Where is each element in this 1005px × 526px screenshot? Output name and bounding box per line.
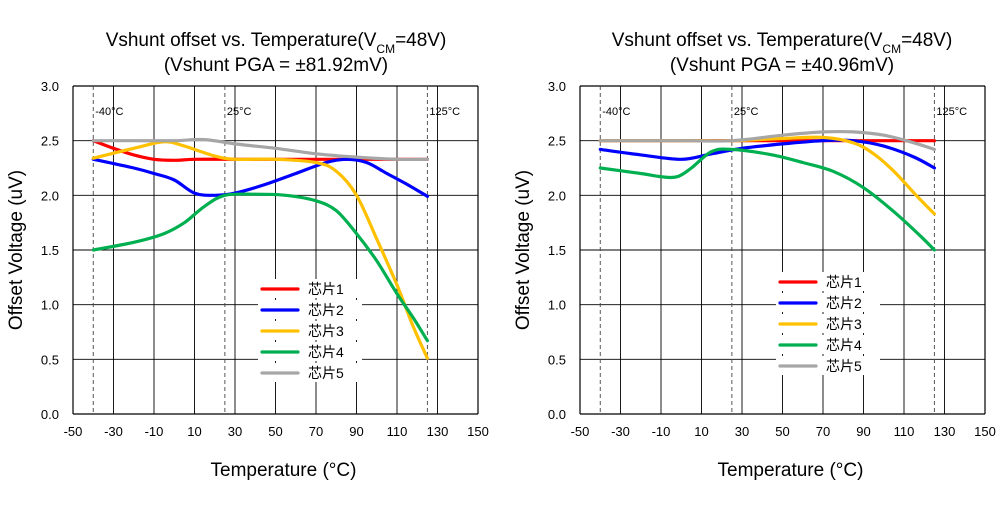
chart-2-xtick-label: 50 xyxy=(775,424,789,439)
chart-2-marker-label: 25°C xyxy=(734,106,759,118)
chart-1-xtick-label: -30 xyxy=(104,424,123,439)
chart-2-series-line-4 xyxy=(598,147,936,252)
chart-2-ytick-label: 1.5 xyxy=(548,243,566,258)
chart-2-legend-bg xyxy=(776,335,880,354)
chart-1-series-line-5 xyxy=(91,137,429,162)
chart-1-legend-bg xyxy=(258,342,362,361)
chart-2-xtick-label: -30 xyxy=(611,424,630,439)
chart-2-legend-bg xyxy=(776,272,880,291)
chart-1-xtick-label: -10 xyxy=(145,424,164,439)
chart-1-legend-bg xyxy=(258,279,362,298)
chart-2-ytick-label: 3.0 xyxy=(548,79,566,94)
chart-2-legend-label-4: 芯片4 xyxy=(826,337,862,353)
chart-2-ytick-label: 1.0 xyxy=(548,298,566,313)
chart-2-marker-label: -40°C xyxy=(602,106,630,118)
chart-2-ytick-label: 0.0 xyxy=(548,407,566,422)
chart-2-marker-label: 125°C xyxy=(936,106,967,118)
chart-2-ylabel: Offset Voltage (uV) xyxy=(513,170,534,330)
chart-1-marker-label: 25°C xyxy=(227,106,252,118)
chart-2-legend-bg xyxy=(776,293,880,312)
chart-1-xtick-label: 130 xyxy=(427,424,449,439)
chart-1-title: Vshunt offset vs. Temperature(VCM=48V) xyxy=(106,30,447,56)
chart-1-xtick-label: 30 xyxy=(228,424,242,439)
chart-1-marker-label: -40°C xyxy=(95,106,123,118)
chart-2-xtick-label: 110 xyxy=(894,424,915,439)
chart-1-xtick-label: 70 xyxy=(309,424,323,439)
chart-1-legend-bg xyxy=(258,321,362,340)
chart-2-title: Vshunt offset vs. Temperature(VCM=48V) xyxy=(612,30,953,56)
chart-2-xtick-label: 70 xyxy=(816,424,830,439)
chart-1-xtick-label: 150 xyxy=(467,424,489,439)
chart-1-ytick-label: 0.0 xyxy=(41,407,59,422)
chart-2-xtick-label: 90 xyxy=(856,424,870,439)
chart-2-ytick-label: 2.0 xyxy=(548,188,566,203)
chart-2-ytick-label: 2.5 xyxy=(548,134,566,149)
chart-1-ytick-label: 2.0 xyxy=(41,188,59,203)
chart-2: Vshunt offset vs. Temperature(VCM=48V)(V… xyxy=(513,30,996,481)
chart-1-legend-bg xyxy=(258,300,362,319)
chart-2-legend-label-1: 芯片1 xyxy=(826,274,862,290)
chart-2-xtick-label: 130 xyxy=(934,424,956,439)
chart-1-ytick-label: 1.5 xyxy=(41,243,59,258)
chart-1-xtick-label: 50 xyxy=(268,424,282,439)
chart-2-ytick-label: 0.5 xyxy=(548,352,566,367)
chart-1-legend: 芯片1 芯片2 芯片3 芯片4 芯片5 xyxy=(258,279,362,382)
chart-1-legend-label-3: 芯片3 xyxy=(308,323,344,339)
chart-1-legend-label-4: 芯片4 xyxy=(308,344,344,360)
chart-1: Vshunt offset vs. Temperature(VCM=48V)(V… xyxy=(6,30,489,481)
chart-2-xtick-label: 150 xyxy=(974,424,996,439)
chart-1-ytick-label: 3.0 xyxy=(41,79,59,94)
chart-1-xtick-label: 110 xyxy=(387,424,408,439)
chart-1-legend-label-2: 芯片2 xyxy=(308,302,344,318)
chart-1-ytick-label: 1.0 xyxy=(41,298,59,313)
chart-1-series-line-2 xyxy=(91,157,429,198)
chart-2-xlabel: Temperature (°C) xyxy=(718,460,864,481)
chart-1-series-line-4 xyxy=(91,192,429,343)
chart-1-legend-label-1: 芯片1 xyxy=(308,281,344,297)
chart-2-xtick-label: -50 xyxy=(571,424,590,439)
chart-2-legend-bg xyxy=(776,314,880,333)
chart-2-legend-label-3: 芯片3 xyxy=(826,316,862,332)
chart-1-xtick-label: 90 xyxy=(349,424,363,439)
chart-2-legend-bg xyxy=(776,356,880,375)
chart-1-xtick-label: 10 xyxy=(187,424,201,439)
chart-2-subtitle: (Vshunt PGA = ±40.96mV) xyxy=(670,55,894,76)
chart-2-series-line-2 xyxy=(598,138,936,170)
chart-2-legend-label-5: 芯片5 xyxy=(826,358,862,374)
chart-1-ytick-label: 2.5 xyxy=(41,134,59,149)
chart-1-legend-label-5: 芯片5 xyxy=(308,365,344,381)
chart-1-xtick-label: -50 xyxy=(64,424,83,439)
chart-2-legend: 芯片1 芯片2 芯片3 芯片4 芯片5 xyxy=(776,272,880,375)
chart-2-xtick-label: 10 xyxy=(694,424,708,439)
chart-1-ytick-label: 0.5 xyxy=(41,352,59,367)
chart-2-xtick-label: -10 xyxy=(652,424,671,439)
chart-1-marker-label: 125°C xyxy=(429,106,460,118)
chart-2-series-line-5 xyxy=(598,129,936,151)
chart-1-xlabel: Temperature (°C) xyxy=(211,460,357,481)
chart-1-legend-bg xyxy=(258,363,362,382)
chart-1-ylabel: Offset Voltage (uV) xyxy=(6,170,27,330)
chart-2-legend-label-2: 芯片2 xyxy=(826,295,862,311)
chart-1-subtitle: (Vshunt PGA = ±81.92mV) xyxy=(164,55,388,76)
chart-2-xtick-label: 30 xyxy=(735,424,749,439)
